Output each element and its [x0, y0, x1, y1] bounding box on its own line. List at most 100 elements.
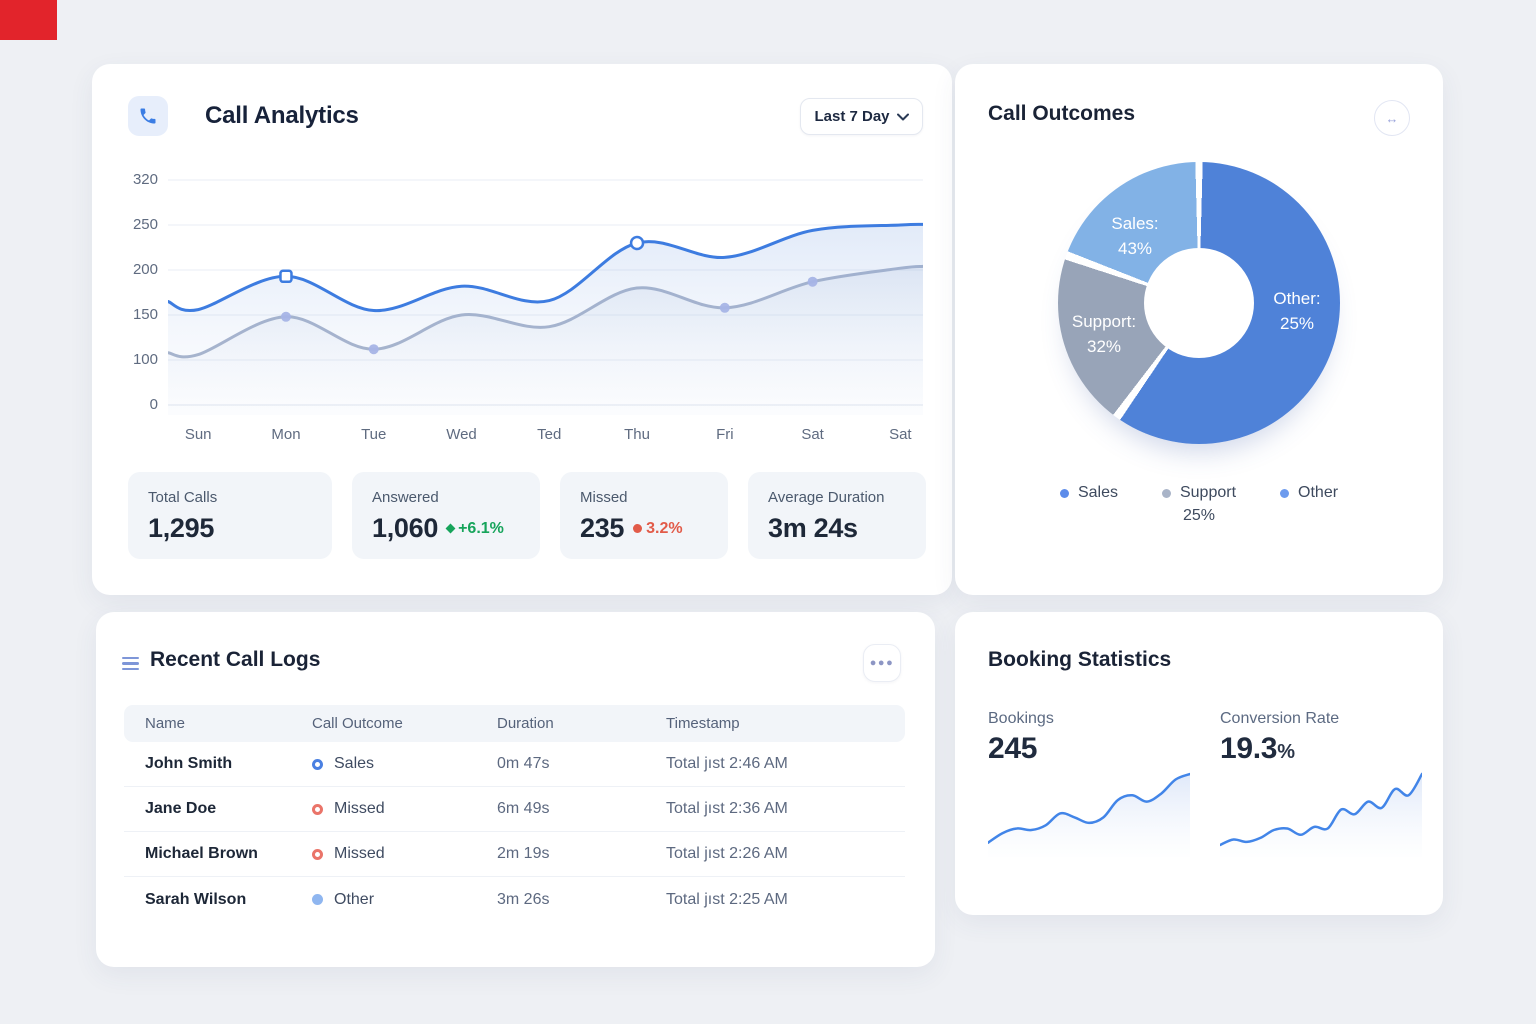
cell-timestamp: Total jıst 2:25 AM	[666, 890, 788, 908]
bookings-sparkline	[988, 772, 1190, 857]
slice-pct: 32%	[1086, 337, 1122, 356]
outcome-text: Sales	[334, 755, 375, 772]
legend-item-sales: Sales	[1059, 484, 1118, 525]
outcome-text: Other	[334, 890, 375, 908]
delta-value: 3.2%	[646, 519, 683, 537]
table-row[interactable]: Michael Brown Missed 2m 19s Total jıst 2…	[124, 832, 905, 877]
x-tick-label: Wed	[446, 426, 477, 443]
cell-timestamp: Total jıst 2:36 AM	[666, 800, 788, 817]
table-row[interactable]: Sarah Wilson Other 3m 26s Total jıst 2:2…	[124, 877, 905, 922]
y-tick-label: 320	[132, 171, 158, 188]
date-range-dropdown[interactable]: Last 7 Day	[800, 98, 923, 135]
legend-item-other: Other	[1280, 484, 1338, 525]
cell-duration: 3m 26s	[497, 890, 550, 908]
stat-average-duration: Average Duration 3m 24s	[748, 472, 926, 559]
card-title: Recent Call Logs	[150, 648, 321, 671]
cell-duration: 0m 47s	[497, 755, 550, 772]
booking-statistics-card: Booking Statistics Bookings 245 Conversi…	[955, 612, 1443, 915]
stat-label: Answered	[372, 489, 439, 506]
cell-outcome: Missed	[312, 800, 497, 818]
x-axis: Sun Mon Tue Wed Ted Thu Fri Sat Sat	[128, 426, 928, 446]
slice-name: Other:	[1273, 289, 1321, 308]
outcome-dot-icon	[312, 803, 323, 815]
cell-outcome: Sales	[312, 755, 497, 773]
phone-icon	[128, 96, 168, 136]
more-options-button[interactable]: ●●●	[863, 644, 901, 682]
cell-timestamp: Total jıst 2:26 AM	[666, 845, 788, 862]
table-row[interactable]: John Smith Sales 0m 47s Total jıst 2:46 …	[124, 742, 905, 787]
metric-suffix: %	[1277, 741, 1295, 763]
x-tick-label: Sun	[184, 426, 212, 443]
column-header-name: Name	[145, 715, 186, 732]
stat-missed: Missed 235 3.2%	[560, 472, 728, 559]
card-title: Booking Statistics	[988, 648, 1172, 671]
metric-number: 245	[988, 732, 1038, 765]
legend-dot	[1161, 488, 1171, 498]
outcome-text: Missed	[334, 800, 385, 817]
stat-value: 235	[580, 513, 625, 543]
stat-value: 3m 24s	[768, 513, 858, 543]
expand-button[interactable]: ↔	[1374, 100, 1410, 136]
page-title: Call Analytics	[205, 102, 359, 129]
stat-label: Total Calls	[148, 489, 218, 506]
column-header-timestamp: Timestamp	[666, 715, 740, 732]
metric-label-bookings: Bookings	[988, 710, 1054, 727]
metric-value-bookings: 245	[988, 732, 1037, 766]
outcome-dot-icon	[312, 758, 323, 770]
stat-total-calls: Total Calls 1,295	[128, 472, 332, 559]
trend-badge: +6.1%	[445, 519, 504, 538]
y-tick-label: 150	[132, 306, 158, 323]
stat-label: Average Duration	[768, 489, 885, 506]
cell-duration: 2m 19s	[497, 845, 550, 862]
table-header: Name Call Outcome Duration Timestamp	[124, 705, 905, 742]
column-header-outcome: Call Outcome	[312, 715, 403, 732]
stat-value: 1,060	[372, 513, 439, 543]
x-tick-label: Sat	[801, 426, 824, 443]
y-tick-label: 100	[132, 351, 158, 368]
x-tick-label: Mon	[271, 426, 301, 443]
cell-name: Michael Brown	[145, 845, 258, 862]
table-row[interactable]: Jane Doe Missed 6m 49s Total jıst 2:36 A…	[124, 787, 905, 832]
delta-value: +6.1%	[458, 519, 504, 537]
phone-icon-glyph	[140, 108, 156, 124]
legend-item-support: Support 25%	[1161, 484, 1236, 525]
slice-pct: 25%	[1279, 314, 1315, 333]
stat-value: 1,295	[148, 513, 215, 543]
chart-legend: Sales Support 25% Other	[955, 484, 1443, 525]
date-range-label: Last 7 Day	[814, 108, 890, 125]
cell-duration: 6m 49s	[497, 800, 550, 817]
metric-label-conversion: Conversion Rate	[1220, 710, 1340, 727]
donut-hole	[1144, 248, 1254, 358]
legend-label: Sales	[1077, 484, 1118, 501]
legend-label: Other	[1298, 484, 1339, 501]
slice-pct: 43%	[1117, 239, 1153, 258]
legend-sub-value: 25%	[1182, 507, 1216, 524]
stat-label: Missed	[580, 489, 628, 506]
call-analytics-chart: 320 250 200 150 100 0 Sun Mon Tue Wed Ted Thu Fri Sa…	[128, 170, 928, 455]
donut-chart	[1058, 162, 1340, 444]
slice-label-support: Support: 32%	[1044, 309, 1164, 359]
card-title: Call Outcomes	[988, 102, 1136, 125]
trend-up-icon	[445, 523, 456, 534]
slice-label-sales: Sales: 43%	[1075, 211, 1195, 261]
red-marker	[0, 0, 57, 40]
outcome-text: Missed	[334, 845, 385, 862]
conversion-sparkline	[1220, 772, 1422, 857]
cell-outcome: Other	[312, 891, 497, 909]
x-tick-label: Sat	[889, 426, 912, 443]
metric-number: 19.3	[1220, 732, 1278, 765]
stats-row: Total Calls 1,295 Answered 1,060 +6.1% M…	[128, 472, 926, 559]
x-tick-label: Fri	[716, 426, 734, 443]
chevron-down-icon	[896, 113, 909, 120]
y-tick-label: 250	[132, 216, 158, 233]
call-outcomes-card: Call Outcomes ↔ Sales: 43% Support: 32% …	[955, 64, 1443, 595]
trend-badge: 3.2%	[633, 519, 683, 538]
outcome-dot-icon	[312, 894, 323, 905]
table-body: John Smith Sales 0m 47s Total jıst 2:46 …	[124, 742, 905, 922]
legend-dot	[1280, 488, 1290, 498]
dot-icon	[633, 524, 643, 533]
slice-label-other: Other: 25%	[1237, 286, 1357, 336]
slice-name: Sales:	[1111, 214, 1159, 233]
metric-value-conversion: 19.3%	[1220, 732, 1295, 766]
